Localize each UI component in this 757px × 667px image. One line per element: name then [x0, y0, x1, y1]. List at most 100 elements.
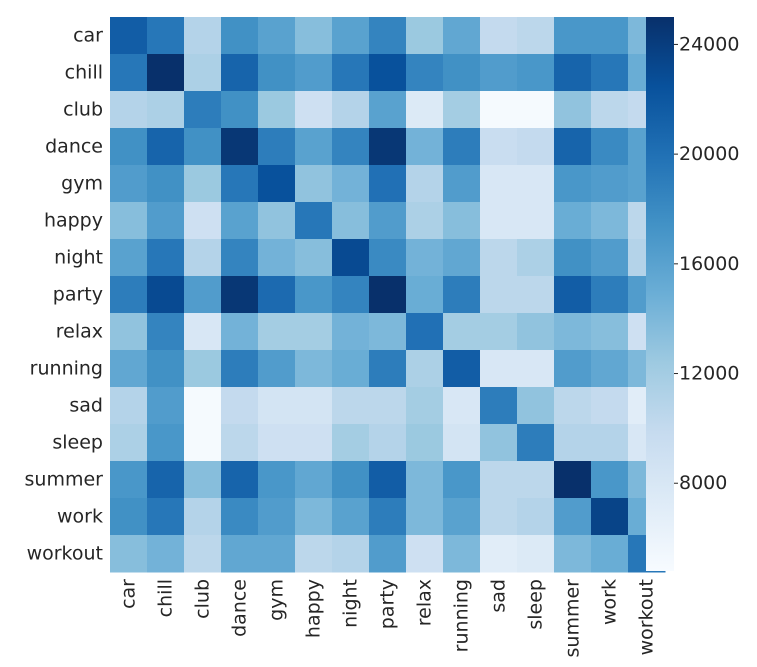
colorbar-tick-label-8000: 8000	[679, 472, 727, 494]
heatmap-cell-car-running	[443, 17, 481, 55]
heatmap-cell-happy-running	[443, 202, 481, 240]
heatmap-cell-party-sad	[480, 276, 518, 314]
heatmap-cell-relax-car	[110, 313, 148, 351]
heatmap-cell-relax-night	[332, 313, 370, 351]
heatmap-cell-party-car	[110, 276, 148, 314]
x-tick-label-summer: summer	[562, 579, 584, 658]
heatmap-cell-party-gym	[258, 276, 296, 314]
heatmap-cell-party-happy	[295, 276, 333, 314]
heatmap-cell-club-gym	[258, 91, 296, 129]
heatmap-cell-gym-running	[443, 165, 481, 203]
heatmap-cell-relax-gym	[258, 313, 296, 351]
heatmap-cell-chill-party	[369, 54, 407, 92]
heatmap-cell-car-summer	[554, 17, 592, 55]
x-tick-label-party: party	[377, 579, 399, 629]
heatmap-cell-night-work	[591, 239, 629, 277]
heatmap-cell-car-night	[332, 17, 370, 55]
heatmap-cell-relax-work	[591, 313, 629, 351]
heatmap-cell-sad-gym	[258, 387, 296, 425]
colorbar-tick-label-12000: 12000	[679, 363, 739, 385]
y-tick-label-dance: dance	[45, 136, 103, 158]
heatmap-cell-party-dance	[221, 276, 259, 314]
colorbar-tick-label-20000: 20000	[679, 143, 739, 165]
heatmap-cell-workout-sad	[480, 535, 518, 573]
heatmap-cell-club-summer	[554, 91, 592, 129]
x-axis-tick-labels: car chill club dance gym happy night party relax…	[118, 579, 658, 658]
heatmap-cell-gym-happy	[295, 165, 333, 203]
heatmap-cell-relax-running	[443, 313, 481, 351]
heatmap-cell-happy-dance	[221, 202, 259, 240]
heatmap-cell-chill-night	[332, 54, 370, 92]
heatmap-cell-work-happy	[295, 498, 333, 536]
heatmap-cell-work-sleep	[517, 498, 555, 536]
heatmap-cell-summer-work	[591, 461, 629, 499]
heatmap-cell-workout-summer	[554, 535, 592, 573]
heatmap-cell-happy-car	[110, 202, 148, 240]
heatmap-cell-running-car	[110, 350, 148, 388]
heatmap-cell-club-sleep	[517, 91, 555, 129]
y-axis-tick-labels: car chill club dance gym happy night party relax…	[25, 25, 104, 565]
heatmap-cell-happy-relax	[406, 202, 444, 240]
heatmap-cell-club-happy	[295, 91, 333, 129]
x-tick-label-night: night	[340, 579, 362, 628]
heatmap-cell-car-happy	[295, 17, 333, 55]
heatmap-cell-workout-relax	[406, 535, 444, 573]
heatmap-cell-gym-club	[184, 165, 222, 203]
heatmap-cells	[110, 17, 666, 573]
heatmap-cell-party-running	[443, 276, 481, 314]
heatmap-cell-workout-dance	[221, 535, 259, 573]
y-tick-label-happy: happy	[44, 210, 103, 232]
heatmap-cell-summer-running	[443, 461, 481, 499]
heatmap-cell-night-club	[184, 239, 222, 277]
heatmap-cell-work-dance	[221, 498, 259, 536]
heatmap-cell-dance-night	[332, 128, 370, 166]
x-tick-label-running: running	[451, 579, 473, 652]
heatmap-cell-relax-relax	[406, 313, 444, 351]
heatmap-cell-party-relax	[406, 276, 444, 314]
heatmap-cell-chill-running	[443, 54, 481, 92]
colorbar-ticks: 8000 12000 16000 20000 24000	[674, 33, 739, 494]
y-tick-label-chill: chill	[65, 62, 103, 84]
heatmap-cell-chill-happy	[295, 54, 333, 92]
heatmap-cell-dance-gym	[258, 128, 296, 166]
y-tick-label-party: party	[53, 284, 103, 306]
heatmap-cell-night-car	[110, 239, 148, 277]
heatmap-cell-gym-party	[369, 165, 407, 203]
heatmap-cell-club-night	[332, 91, 370, 129]
heatmap-cell-club-party	[369, 91, 407, 129]
heatmap-cell-gym-sleep	[517, 165, 555, 203]
heatmap-cell-car-car	[110, 17, 148, 55]
y-tick-label-car: car	[73, 25, 103, 47]
heatmap-cell-work-club	[184, 498, 222, 536]
y-tick-label-club: club	[63, 99, 103, 121]
heatmap-cell-sleep-happy	[295, 424, 333, 462]
heatmap-cell-happy-sleep	[517, 202, 555, 240]
x-tick-label-relax: relax	[414, 579, 436, 626]
heatmap-cell-summer-relax	[406, 461, 444, 499]
heatmap-cell-party-club	[184, 276, 222, 314]
heatmap-cell-running-chill	[147, 350, 185, 388]
heatmap-cell-club-work	[591, 91, 629, 129]
heatmap-cell-workout-chill	[147, 535, 185, 573]
y-tick-label-running: running	[30, 358, 103, 380]
heatmap-cell-car-sad	[480, 17, 518, 55]
heatmap-cell-running-night	[332, 350, 370, 388]
heatmap-cell-car-relax	[406, 17, 444, 55]
heatmap-cell-night-summer	[554, 239, 592, 277]
y-tick-label-night: night	[54, 247, 103, 269]
heatmap-cell-running-summer	[554, 350, 592, 388]
heatmap-cell-night-night	[332, 239, 370, 277]
heatmap-cell-dance-sleep	[517, 128, 555, 166]
heatmap-cell-night-running	[443, 239, 481, 277]
heatmap-cell-gym-chill	[147, 165, 185, 203]
heatmap-cell-sad-sad	[480, 387, 518, 425]
x-tick-label-happy: happy	[303, 579, 325, 638]
heatmap-cell-happy-work	[591, 202, 629, 240]
heatmap-cell-sad-party	[369, 387, 407, 425]
heatmap-cell-party-work	[591, 276, 629, 314]
heatmap-cell-running-party	[369, 350, 407, 388]
heatmap-cell-car-chill	[147, 17, 185, 55]
colorbar: 8000 12000 16000 20000 24000	[646, 17, 739, 571]
heatmap-cell-chill-sleep	[517, 54, 555, 92]
